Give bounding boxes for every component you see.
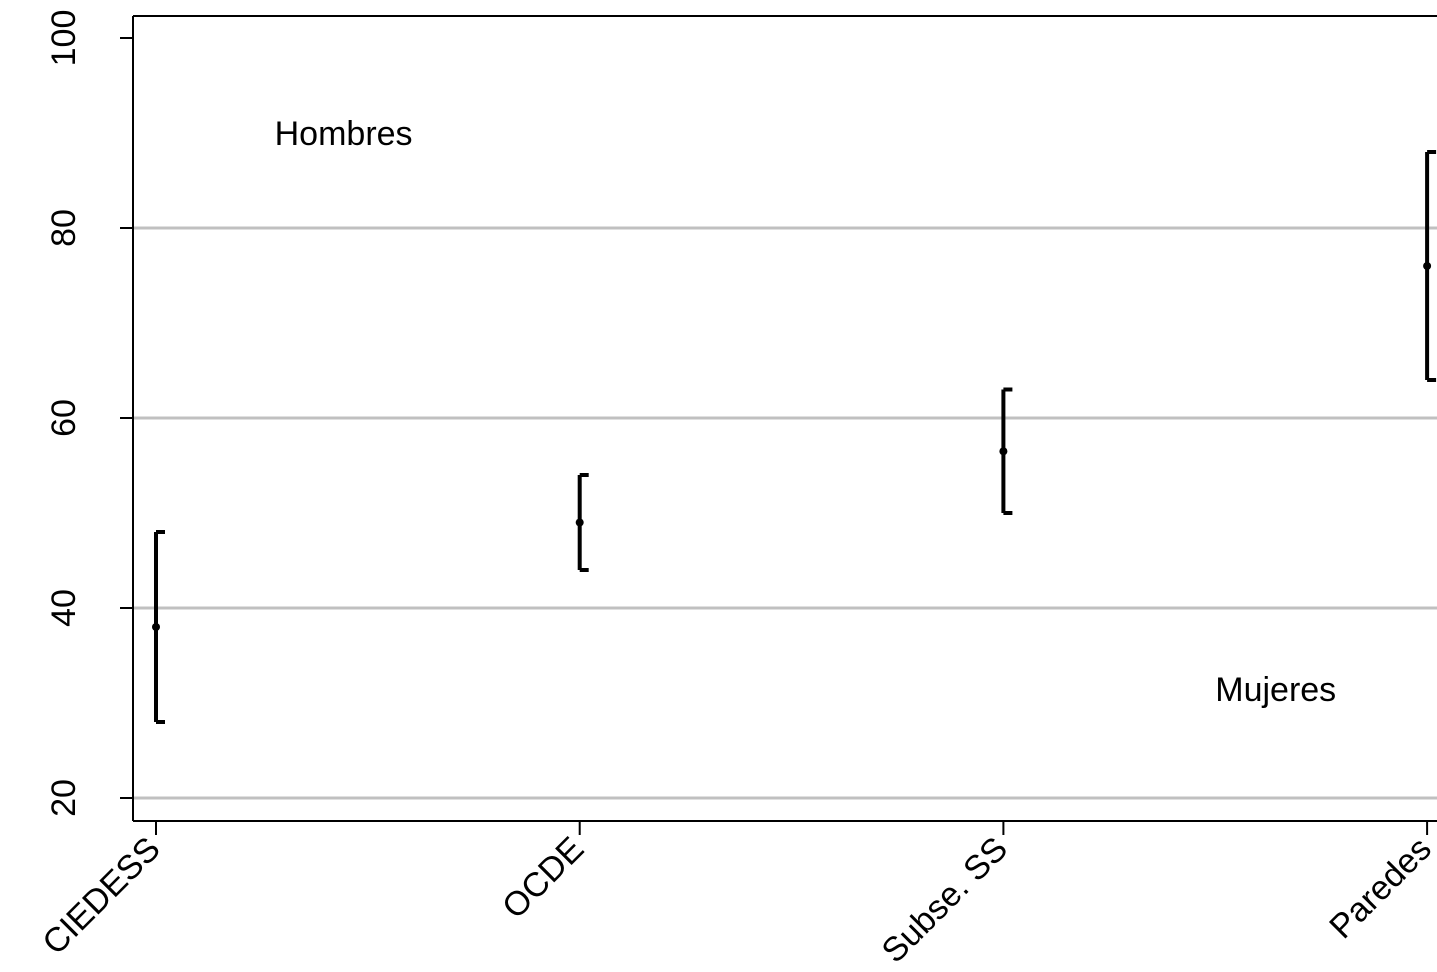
y-tick-label-60: 60 <box>45 399 83 437</box>
error-bar-2 <box>999 387 1013 515</box>
x-tick-label-1: OCDE <box>495 830 591 926</box>
y-tick-label-20: 20 <box>45 779 83 817</box>
point-estimate-2 <box>999 447 1008 456</box>
y-axis-ticks: 20 40 60 80 100 <box>45 10 133 817</box>
error-bar-3 <box>1423 150 1437 382</box>
x-tick-label-3: Paredes <box>1322 830 1437 946</box>
annotation-mujeres: Mujeres <box>1215 671 1336 709</box>
point-estimate-0 <box>152 623 160 631</box>
point-estimate-1 <box>575 518 584 527</box>
annotations: Hombres Mujeres <box>275 115 1337 709</box>
x-tick-label-2: Subse. SS <box>875 830 1015 970</box>
x-axis-ticks: CIEDESS OCDE Subse. SS Paredes <box>35 821 1437 970</box>
y-tick-label-100: 100 <box>45 10 83 67</box>
point-estimate-3 <box>1423 262 1432 270</box>
x-tick-label-0: CIEDESS <box>35 830 167 962</box>
y-tick-label-40: 40 <box>45 589 83 627</box>
error-bar-1 <box>575 473 589 572</box>
gridlines <box>133 226 1437 800</box>
annotation-hombres: Hombres <box>275 115 413 153</box>
error-bars <box>152 150 1437 724</box>
y-tick-label-80: 80 <box>45 209 83 247</box>
error-bar-0 <box>152 530 165 724</box>
